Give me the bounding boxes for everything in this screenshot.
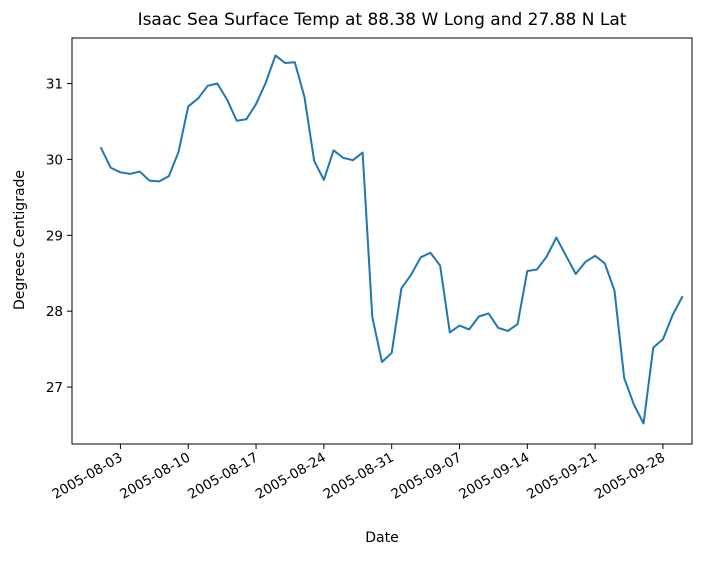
x-tick-label: 2005-09-14 — [456, 450, 532, 503]
y-tick-label: 30 — [46, 152, 63, 168]
x-tick-label: 2005-09-28 — [592, 450, 668, 503]
y-tick-label: 31 — [46, 77, 63, 93]
x-tick-label: 2005-08-03 — [49, 450, 125, 503]
series-line-0 — [100, 54, 684, 425]
y-tick-label: 27 — [46, 380, 63, 396]
x-tick-label: 2005-08-10 — [117, 450, 193, 503]
chart-title: Isaac Sea Surface Temp at 88.38 W Long a… — [138, 10, 627, 30]
plot-area: 27 28 29 30 31 2005-08-032005-08-102005-08-17… — [46, 37, 693, 503]
y-tick-label: 29 — [46, 228, 63, 244]
x-tick-label: 2005-08-17 — [185, 450, 261, 503]
x-axis-label: Date — [365, 530, 398, 546]
x-tick-label: 2005-08-24 — [253, 450, 329, 503]
plot-frame — [71, 37, 693, 445]
x-tick-label: 2005-09-07 — [389, 450, 465, 503]
y-axis-label: Degrees Centigrade — [12, 170, 28, 310]
x-tick-label: 2005-08-31 — [321, 450, 397, 503]
y-tick-label: 28 — [46, 304, 63, 320]
x-tick-label: 2005-09-21 — [524, 450, 600, 503]
